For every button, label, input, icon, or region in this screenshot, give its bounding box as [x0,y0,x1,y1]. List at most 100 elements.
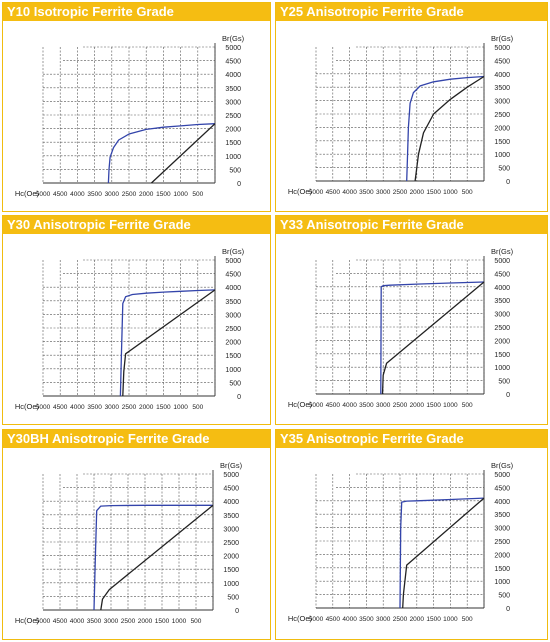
y-tick-label: 0 [237,394,241,401]
y-tick-label: 3000 [494,99,510,106]
x-tick-label: 500 [191,618,202,625]
y-axis-label: Br(Gs) [491,461,514,470]
x-tick-label: 2500 [393,189,408,196]
y-tick-label: 4000 [223,499,239,506]
y-tick-label: 1500 [225,140,241,147]
chart-panel-y33: Y33 Anisotropic Ferrite Grade 0 500 1000 15… [275,215,548,425]
chart-grid [42,470,214,611]
x-tick-label: 4000 [342,616,357,623]
x-tick-label: 5000 [36,191,51,198]
x-tick-label: 500 [192,404,203,411]
x-tick-label: 4000 [70,618,85,625]
y-tick-label: 4500 [494,271,510,278]
chart-plot: 0500100015002000250030003500400045005000… [288,247,514,409]
x-tick-label: 500 [462,616,473,623]
x-tick-label: 5000 [309,616,324,623]
y-tick-label: 1500 [494,352,510,359]
x-axis-label: Hc(Oe) [288,187,313,196]
y-tick-label: 5000 [494,258,510,265]
x-tick-label: 500 [192,191,203,198]
y-tick-label: 4500 [225,272,241,279]
y-tick-label: 500 [498,379,510,386]
chart-panel-y10: Y10 Isotropic Ferrite Grade 0 500 1000 1500… [2,2,271,212]
x-tick-label: 3000 [105,191,120,198]
x-tick-label: 2000 [138,618,153,625]
y-tick-label: 1000 [223,581,239,588]
x-tick-label: 3500 [87,618,102,625]
induction-line [100,504,214,611]
y-tick-label: 4000 [225,72,241,79]
y-tick-label: 2000 [494,552,510,559]
y-tick-label: 1000 [494,579,510,586]
x-tick-label: 4500 [326,616,341,623]
x-tick-label: 2500 [121,618,136,625]
x-tick-label: 2000 [410,616,425,623]
y-tick-label: 3500 [494,85,510,92]
x-tick-label: 2500 [122,191,137,198]
y-tick-label: 1500 [225,353,241,360]
x-tick-label: 2500 [122,404,137,411]
y-tick-label: 1000 [225,367,241,374]
y-tick-label: 2500 [494,325,510,332]
chart-title: Y35 Anisotropic Ferrite Grade [276,430,547,448]
demagnetization-curve [406,75,485,182]
x-tick-label: 5000 [309,402,324,409]
x-tick-label: 3000 [376,616,391,623]
y-axis-label: Br(Gs) [220,461,243,470]
y-tick-label: 3000 [225,312,241,319]
y-tick-label: 1000 [494,152,510,159]
chart-grid [315,43,485,182]
x-tick-label: 4500 [326,402,341,409]
x-tick-label: 3500 [359,616,374,623]
y-axis-label: Br(Gs) [491,34,514,43]
x-tick-label: 3500 [87,191,102,198]
y-tick-label: 4500 [223,486,239,493]
y-tick-label: 0 [506,606,510,613]
x-tick-label: 500 [462,402,473,409]
y-tick-label: 3500 [223,513,239,520]
x-axis-label: Hc(Oe) [15,189,40,198]
x-tick-label: 2500 [393,616,408,623]
y-tick-label: 4500 [494,485,510,492]
x-tick-label: 4500 [326,189,341,196]
x-axis-label: Hc(Oe) [288,400,313,409]
y-tick-label: 3000 [223,526,239,533]
y-tick-label: 3000 [494,526,510,533]
x-tick-label: 5000 [36,404,51,411]
chart-plot: 0500100015002000250030003500400045005000… [15,461,243,625]
x-tick-label: 3000 [376,402,391,409]
x-tick-label: 5000 [309,189,324,196]
x-tick-label: 2000 [410,189,425,196]
y-tick-label: 5000 [494,472,510,479]
demagnetization-curve [380,281,485,395]
x-tick-label: 1500 [156,404,171,411]
x-tick-label: 4000 [342,402,357,409]
x-tick-label: 3000 [104,618,119,625]
x-tick-label: 2000 [410,402,425,409]
y-tick-label: 4500 [494,58,510,65]
x-tick-label: 4500 [53,618,68,625]
x-tick-label: 4500 [53,191,68,198]
chart-plot: 0500100015002000250030003500400045005000… [288,34,514,196]
chart-title: Y25 Anisotropic Ferrite Grade [276,3,547,21]
chart-panel-y25: Y25 Anisotropic Ferrite Grade 0 500 1000 15… [275,2,548,212]
y-tick-label: 500 [498,593,510,600]
x-axis-label: Hc(Oe) [288,614,313,623]
chart-grid [315,256,485,395]
y-tick-label: 500 [229,167,241,174]
y-axis-label: Br(Gs) [491,247,514,256]
demagnetization-curve [107,123,216,184]
chart-plot: 0500100015002000250030003500400045005000… [288,461,514,623]
x-tick-label: 1000 [443,616,458,623]
induction-line [150,123,216,184]
x-tick-label: 3000 [105,404,120,411]
chart-panel-y35: Y35 Anisotropic Ferrite Grade 0 500 1000 15… [275,429,548,640]
y-tick-label: 2500 [225,113,241,120]
y-tick-label: 3500 [225,86,241,93]
x-tick-label: 1500 [426,189,441,196]
y-tick-label: 2000 [494,125,510,132]
x-tick-label: 1500 [156,191,171,198]
y-tick-label: 0 [235,608,239,615]
y-tick-label: 2500 [223,540,239,547]
chart-panel-y30bh: Y30BH Anisotropic Ferrite Grade 0 500 1000… [2,429,271,640]
